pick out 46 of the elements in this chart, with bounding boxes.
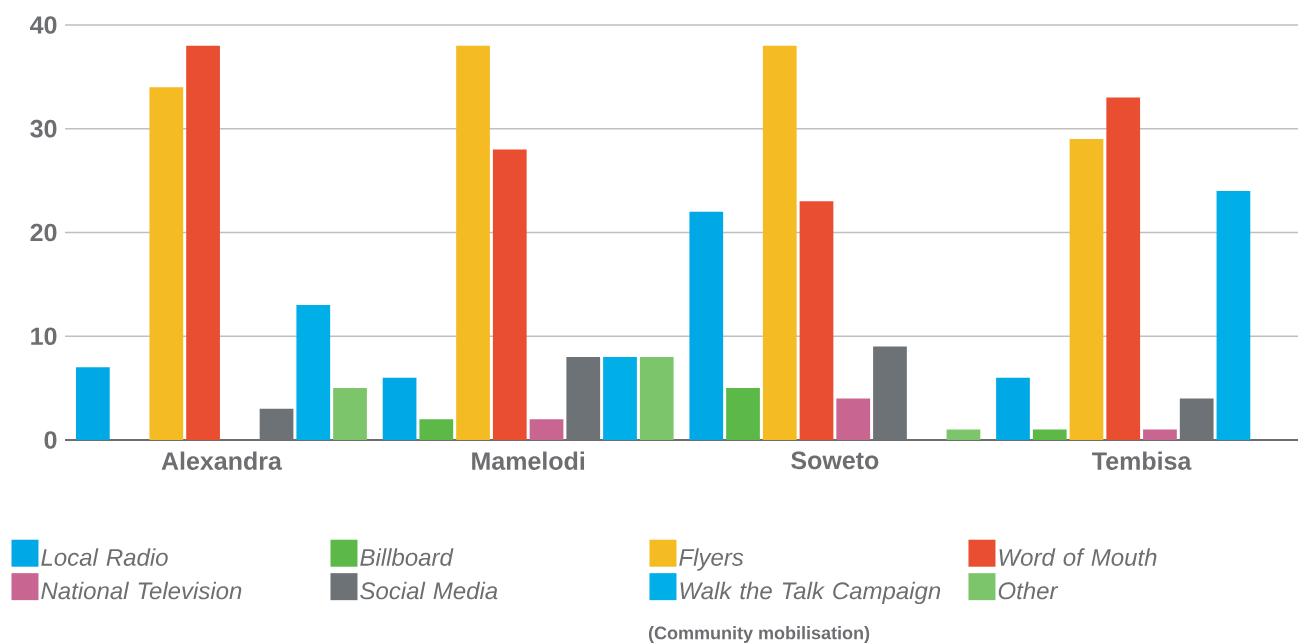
- bar: [1216, 190, 1251, 440]
- bar: [836, 398, 871, 440]
- bar: [799, 201, 834, 440]
- legend-label: Walk the Talk Campaign: [680, 581, 941, 605]
- x-tick-label: Tembisa: [1092, 451, 1192, 470]
- bar: [259, 408, 294, 440]
- bar: [1143, 429, 1177, 440]
- y-tick-label: 30: [30, 119, 57, 138]
- legend-label: Local Radio: [41, 548, 168, 566]
- bar: [603, 356, 637, 440]
- bar: [419, 419, 454, 440]
- y-tick-label: 20: [30, 223, 57, 242]
- bar: [382, 377, 417, 440]
- bar: [689, 211, 724, 440]
- text: (Community mobilisation): [648, 626, 870, 643]
- x-tick-label: Alexandra: [161, 451, 283, 470]
- bar: [566, 356, 601, 440]
- x-tick-label: Soweto: [791, 451, 879, 470]
- bar: [492, 149, 527, 440]
- bar: [75, 367, 110, 440]
- legend-label: National Television: [41, 581, 242, 600]
- bar: [1069, 139, 1104, 440]
- bar: [762, 45, 797, 440]
- bar: [1179, 398, 1214, 440]
- y-tick-label: 10: [31, 327, 57, 346]
- bar: [1032, 429, 1067, 440]
- legend-label: Word of Mouth: [999, 548, 1157, 566]
- bar: [873, 346, 907, 440]
- bar: [186, 45, 220, 440]
- bar: [296, 305, 331, 440]
- bar: [456, 45, 490, 440]
- bar: [333, 388, 367, 440]
- legend-label: Other: [998, 581, 1059, 600]
- bar: [726, 388, 760, 440]
- bar: [1106, 97, 1141, 440]
- y-tick-label: 40: [30, 16, 57, 34]
- bar: [639, 356, 674, 440]
- bar: [529, 419, 564, 440]
- legend-label: Social Media: [360, 581, 498, 600]
- legend-label: Flyers: [679, 548, 744, 571]
- bar: [149, 87, 184, 440]
- y-tick-label: 0: [44, 431, 57, 449]
- bar: [946, 429, 981, 440]
- bar: [996, 377, 1030, 440]
- legend-label: Billboard: [360, 548, 454, 566]
- x-tick-label: Mamelodi: [472, 451, 585, 470]
